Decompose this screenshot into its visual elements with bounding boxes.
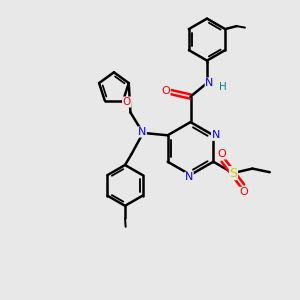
Text: O: O (218, 149, 226, 159)
Text: O: O (240, 187, 248, 197)
Text: O: O (161, 85, 170, 96)
Text: O: O (123, 97, 131, 107)
Text: H: H (219, 82, 226, 92)
Text: N: N (205, 78, 214, 88)
Text: N: N (212, 130, 220, 140)
Text: N: N (138, 127, 146, 137)
Text: S: S (230, 167, 238, 180)
Text: N: N (185, 172, 193, 182)
